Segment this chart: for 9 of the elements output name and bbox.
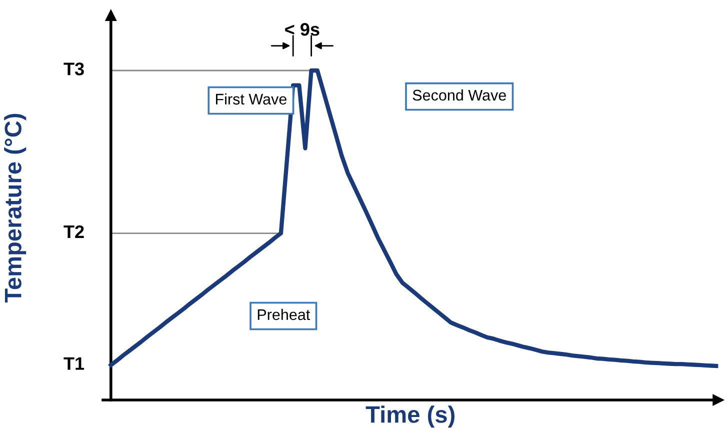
ref-line-label: T2 — [64, 225, 84, 238]
annotation: First Wave — [216, 93, 286, 105]
y-axis-title: Temperature (°C) — [4, 114, 26, 302]
annotation: Second Wave — [412, 89, 506, 101]
ref-line-label: T3 — [64, 62, 84, 76]
text: < 9s — [285, 23, 320, 36]
text: T1 — [64, 357, 84, 370]
x-axis-title: Time (s) — [366, 406, 454, 428]
annotation: Preheat — [258, 308, 310, 320]
